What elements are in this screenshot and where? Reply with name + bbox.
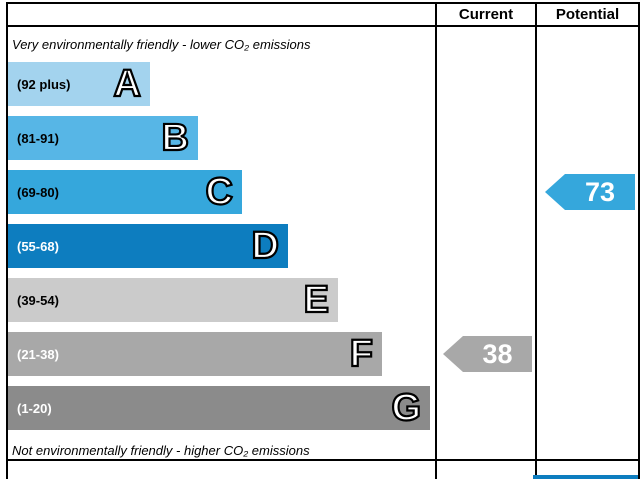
header-underline (6, 25, 640, 27)
bottom-note: Not environmentally friendly - higher CO… (8, 440, 435, 460)
band-e: (39-54) E (8, 278, 338, 322)
potential-column-divider (535, 2, 537, 479)
band-c: (69-80) C (8, 170, 242, 214)
band-b: (81-91) B (8, 116, 198, 160)
top-note-text: Very environmentally friendly - lower CO… (12, 37, 311, 52)
band-c-letter: C (204, 171, 234, 213)
current-rating-arrow: 38 (443, 336, 532, 372)
band-e-range: (39-54) (17, 292, 59, 308)
band-d-letter: D (250, 225, 280, 267)
band-a: (92 plus) A (8, 62, 150, 106)
band-f-range: (21-38) (17, 346, 59, 362)
current-column-header: Current (458, 5, 514, 23)
next-section-partial (533, 475, 638, 479)
potential-column-header: Potential (555, 5, 620, 23)
top-border (6, 2, 640, 4)
band-b-range: (81-91) (17, 130, 59, 146)
right-border (638, 2, 640, 479)
band-e-letter: E (303, 279, 331, 321)
band-f: (21-38) F (8, 332, 382, 376)
left-border (6, 2, 8, 479)
band-a-letter: A (112, 63, 142, 105)
band-d: (55-68) D (8, 224, 288, 268)
band-g: (1-20) G (8, 386, 430, 430)
band-c-range: (69-80) (17, 184, 59, 200)
current-rating-value: 38 (482, 338, 513, 369)
potential-rating-value: 73 (584, 176, 616, 207)
band-a-range: (92 plus) (17, 76, 71, 92)
band-g-letter: G (390, 387, 422, 429)
bottom-note-text: Not environmentally friendly - higher CO… (12, 442, 310, 458)
chart-bottom-border (6, 459, 640, 461)
band-d-range: (55-68) (17, 238, 59, 254)
potential-rating-arrow: 73 (545, 174, 635, 210)
current-column-divider (435, 2, 437, 479)
top-note: Very environmentally friendly - lower CO… (8, 27, 435, 62)
band-g-range: (1-20) (17, 400, 52, 416)
band-f-letter: F (349, 333, 374, 375)
rating-bands: Very environmentally friendly - lower CO… (8, 27, 435, 460)
band-b-letter: B (160, 117, 190, 159)
